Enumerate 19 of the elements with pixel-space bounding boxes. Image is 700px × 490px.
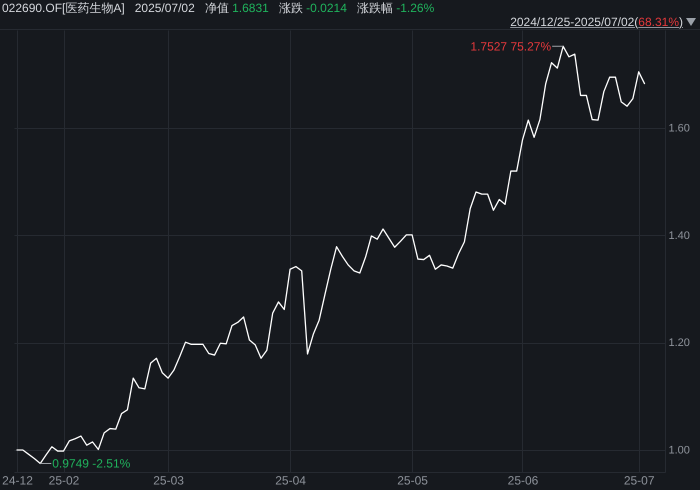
y-tick-label: 1.00 [668,444,690,457]
text: 涨跌幅 -1.26% [356,1,434,15]
chart-subtitle: 2024/12/25-2025/07/02(68.31%) [510,15,683,29]
text: 2025/07/02 [134,1,195,15]
y-tick-label: 1.40 [668,230,690,242]
text: 涨跌 -0.0214 [278,1,347,15]
x-tick-label: 25-05 [397,474,428,488]
x-tick-label: 25-02 [48,474,80,488]
annotation: 1.7527 75.27% [470,39,552,54]
x-tick-label: 25-04 [275,474,306,488]
chart-title: 022690.OF[医药生物A] [2,1,125,16]
y-tick-label: 1.20 [668,337,690,350]
y-tick-label: 1.60 [668,122,690,135]
annotation: 0.9749 -2.51% [52,456,131,470]
x-tick-label: 24-12 [2,474,34,488]
x-tick-label: 25-07 [624,474,655,488]
x-tick-label: 25-06 [508,474,539,488]
text: 净值 1.6831 [204,1,269,15]
x-tick-label: 25-03 [153,474,184,488]
